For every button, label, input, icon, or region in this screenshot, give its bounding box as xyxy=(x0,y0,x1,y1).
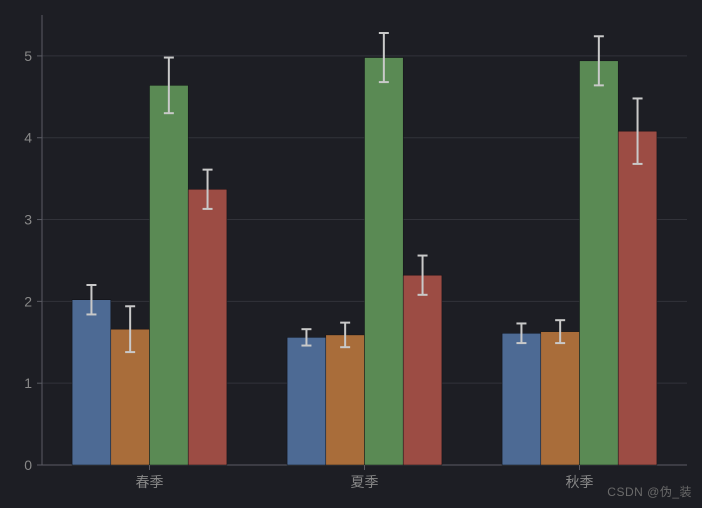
bar xyxy=(502,333,541,465)
y-tick-label: 5 xyxy=(24,48,32,64)
bar xyxy=(618,131,657,465)
bar xyxy=(580,61,619,465)
bar xyxy=(287,337,326,465)
bar xyxy=(188,189,227,465)
bar xyxy=(326,335,365,465)
x-tick-label: 春季 xyxy=(136,474,164,490)
y-tick-label: 0 xyxy=(24,457,32,473)
bar xyxy=(403,275,442,465)
bar xyxy=(365,58,404,465)
chart-root: 0 1 2 3 4 5 春季 夏季 秋季 CSDN @伪_装 xyxy=(0,0,702,508)
bar xyxy=(72,300,111,465)
y-tick-label: 4 xyxy=(24,130,32,146)
bar-chart: 0 1 2 3 4 5 春季 夏季 秋季 xyxy=(0,0,702,508)
watermark: CSDN @伪_装 xyxy=(607,483,692,500)
y-tick-label: 3 xyxy=(24,212,32,228)
bar xyxy=(541,332,580,465)
y-tick-label: 2 xyxy=(24,293,32,309)
x-tick-label: 夏季 xyxy=(351,474,379,490)
y-tick-label: 1 xyxy=(24,375,32,391)
x-tick-label: 秋季 xyxy=(566,474,594,490)
bar xyxy=(150,85,189,465)
